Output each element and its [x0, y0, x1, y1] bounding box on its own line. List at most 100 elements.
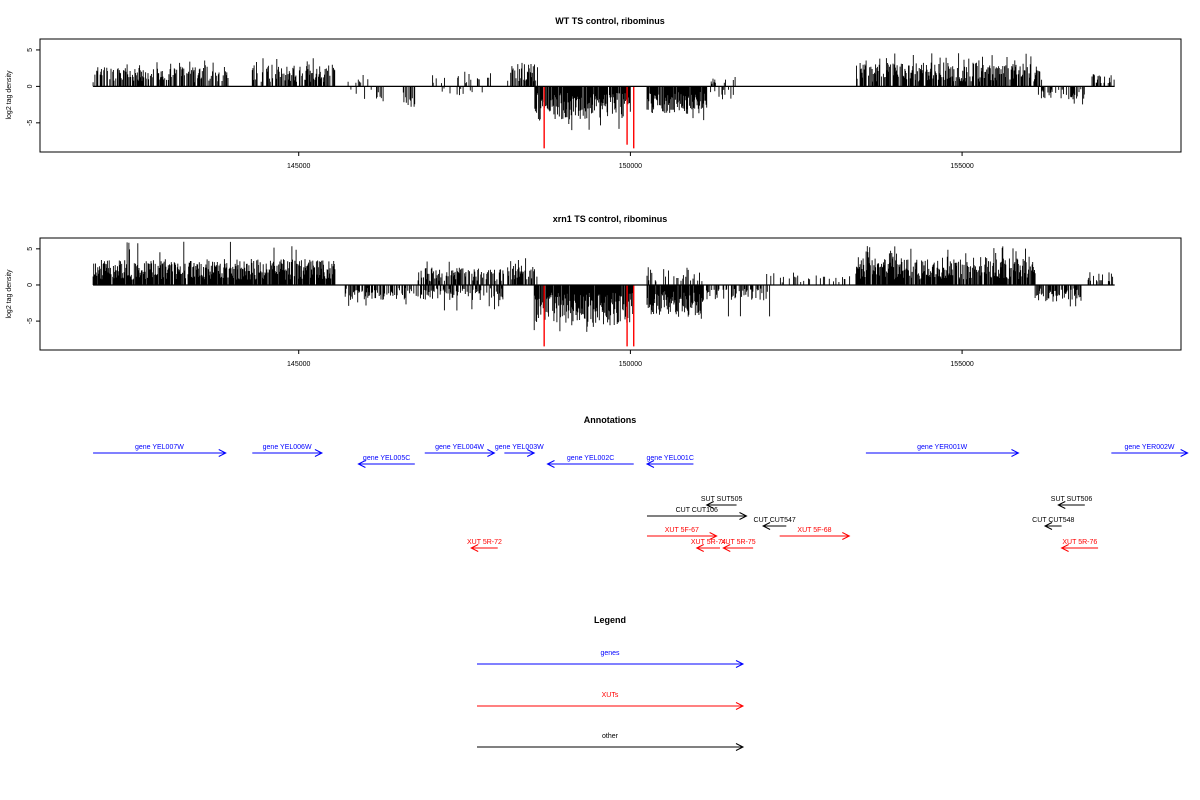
xrn1-plot-frame: [39, 237, 1182, 351]
annotation-feature: gene YEL003W: [495, 444, 544, 457]
annotation-feature: SUT SUT506: [1051, 496, 1093, 509]
annotation-feature: SUT SUT505: [701, 496, 743, 509]
annotation-feature: gene YEL007W: [93, 444, 227, 457]
feature-label: SUT SUT506: [1051, 496, 1093, 503]
feature-arrow-head: [526, 449, 536, 457]
annotation-feature: gene YEL002C: [546, 455, 634, 468]
xrn1-bars: [92, 241, 1114, 332]
feature-arrow-head: [695, 544, 704, 552]
feature-arrow-head: [705, 501, 714, 509]
wt-plot-frame: [39, 38, 1182, 153]
annotation-feature: gene YEL001C: [645, 455, 694, 468]
xrn1-x-ticks: 145000 150000 155000: [287, 350, 974, 368]
annotation-feature: CUT CUT106: [646, 507, 748, 520]
annotation-feature: XUT 5F-67: [646, 527, 718, 540]
xrn1-x-tick-label: 155000: [950, 361, 973, 368]
annotation-feature: XUT 5R-74: [691, 539, 726, 552]
feature-label: gene YEL005C: [363, 455, 410, 462]
feature-arrow-head: [722, 544, 731, 552]
annotation-feature: XUT 5R-75: [721, 539, 756, 552]
feature-arrow-head: [1057, 501, 1066, 509]
wt-x-tick-label: 150000: [619, 163, 642, 170]
annotations-title: Annotations: [584, 415, 637, 425]
annotation-feature: gene YEL005C: [357, 455, 415, 468]
xrn1-y-axis-label: log2 tag density: [6, 269, 13, 319]
legend-label: other: [602, 733, 619, 740]
feature-label: gene YEL001C: [647, 455, 694, 462]
feature-arrow-head: [1180, 449, 1189, 457]
wt-density-bars: [92, 53, 1115, 131]
annotation-feature: gene YEL004W: [424, 444, 496, 457]
feature-arrow-head: [1043, 522, 1053, 530]
feature-label: SUT SUT505: [701, 496, 743, 503]
feature-arrow-head: [645, 460, 655, 468]
annotation-features: gene YEL007W gene YEL006W gene YEL005C gene…: [93, 444, 1189, 552]
feature-arrow-head: [314, 449, 324, 457]
feature-arrow-head: [761, 522, 771, 530]
legend-item-genes: genes: [477, 650, 745, 668]
legend-item-other: other: [477, 733, 745, 751]
annotation-feature: CUT CUT548: [1032, 517, 1075, 530]
wt-panel-title: WT TS control, ribominus: [555, 16, 665, 26]
annotation-feature: XUT 5R-72: [467, 539, 502, 552]
xrn1-panel: xrn1 TS control, ribominus log2 tag dens…: [6, 214, 1182, 368]
feature-label: gene YEL004W: [435, 444, 484, 451]
feature-arrow-head: [842, 532, 851, 540]
feature-label: gene YEL003W: [495, 444, 544, 451]
wt-x-ticks: 145000 150000 155000: [287, 152, 974, 170]
legend-arrow-head: [735, 743, 745, 751]
legend-arrow-head: [735, 702, 745, 710]
feature-arrow-head: [709, 532, 718, 540]
feature-label: gene YEL002C: [567, 455, 614, 462]
annotation-feature: gene YER001W: [865, 444, 1020, 457]
annotation-feature: gene YER002W: [1111, 444, 1189, 457]
wt-y-tick-label: 5: [27, 48, 34, 52]
feature-label: gene YEL007W: [135, 444, 184, 451]
feature-label: XUT 5R-72: [467, 539, 502, 546]
feature-label: XUT 5R-74: [691, 539, 726, 546]
annotation-feature: gene YEL006W: [252, 444, 324, 457]
annotation-feature: XUT 5R-76: [1060, 539, 1099, 552]
feature-label: XUT 5F-68: [797, 527, 831, 534]
feature-label: XUT 5F-67: [665, 527, 699, 534]
wt-x-tick-label: 145000: [287, 163, 310, 170]
wt-x-tick-label: 155000: [950, 163, 973, 170]
xrn1-highlight-lines: [543, 284, 635, 347]
feature-label: gene YEL006W: [263, 444, 312, 451]
feature-label: CUT CUT106: [676, 507, 718, 514]
xrn1-y-tick-label: 0: [27, 283, 34, 287]
feature-label: CUT CUT547: [754, 517, 796, 524]
annotations-track: Annotations gene YEL007W gene YEL006Wgene…: [93, 415, 1189, 552]
feature-arrow-head: [487, 449, 496, 457]
xrn1-x-tick-label: 145000: [287, 361, 310, 368]
feature-arrow-head: [1011, 449, 1020, 457]
wt-highlight-lines: [543, 86, 635, 149]
wt-y-tick-label: -5: [27, 120, 34, 126]
annotation-feature: CUT CUT547: [754, 517, 796, 530]
feature-label: CUT CUT548: [1032, 517, 1074, 524]
wt-bars: [92, 53, 1115, 131]
wt-y-ticks: 5 0 -5: [27, 48, 40, 126]
feature-label: gene YER001W: [917, 444, 967, 451]
feature-arrow-head: [470, 544, 479, 552]
wt-y-axis-label: log2 tag density: [6, 70, 13, 120]
feature-arrow-head: [1060, 544, 1069, 552]
wt-y-tick-label: 0: [27, 84, 34, 88]
wt-panel: WT TS control, ribominus log2 tag densit…: [6, 16, 1182, 170]
feature-label: gene YER002W: [1124, 444, 1174, 451]
feature-arrow-head: [546, 460, 555, 468]
legend-items: genes XUTs other: [477, 650, 745, 751]
xrn1-y-ticks: 5 0 -5: [27, 247, 40, 324]
annotation-feature: XUT 5F-68: [779, 527, 851, 540]
feature-label: XUT 5R-76: [1062, 539, 1097, 546]
xrn1-density-bars: [92, 241, 1114, 332]
xrn1-y-tick-label: -5: [27, 318, 34, 324]
legend-title: Legend: [594, 615, 626, 625]
feature-arrow-head: [739, 512, 748, 520]
feature-arrow-head: [218, 449, 227, 457]
xrn1-panel-title: xrn1 TS control, ribominus: [553, 214, 668, 224]
feature-label: XUT 5R-75: [721, 539, 756, 546]
legend-label: genes: [600, 650, 620, 657]
xrn1-y-tick-label: 5: [27, 247, 34, 251]
